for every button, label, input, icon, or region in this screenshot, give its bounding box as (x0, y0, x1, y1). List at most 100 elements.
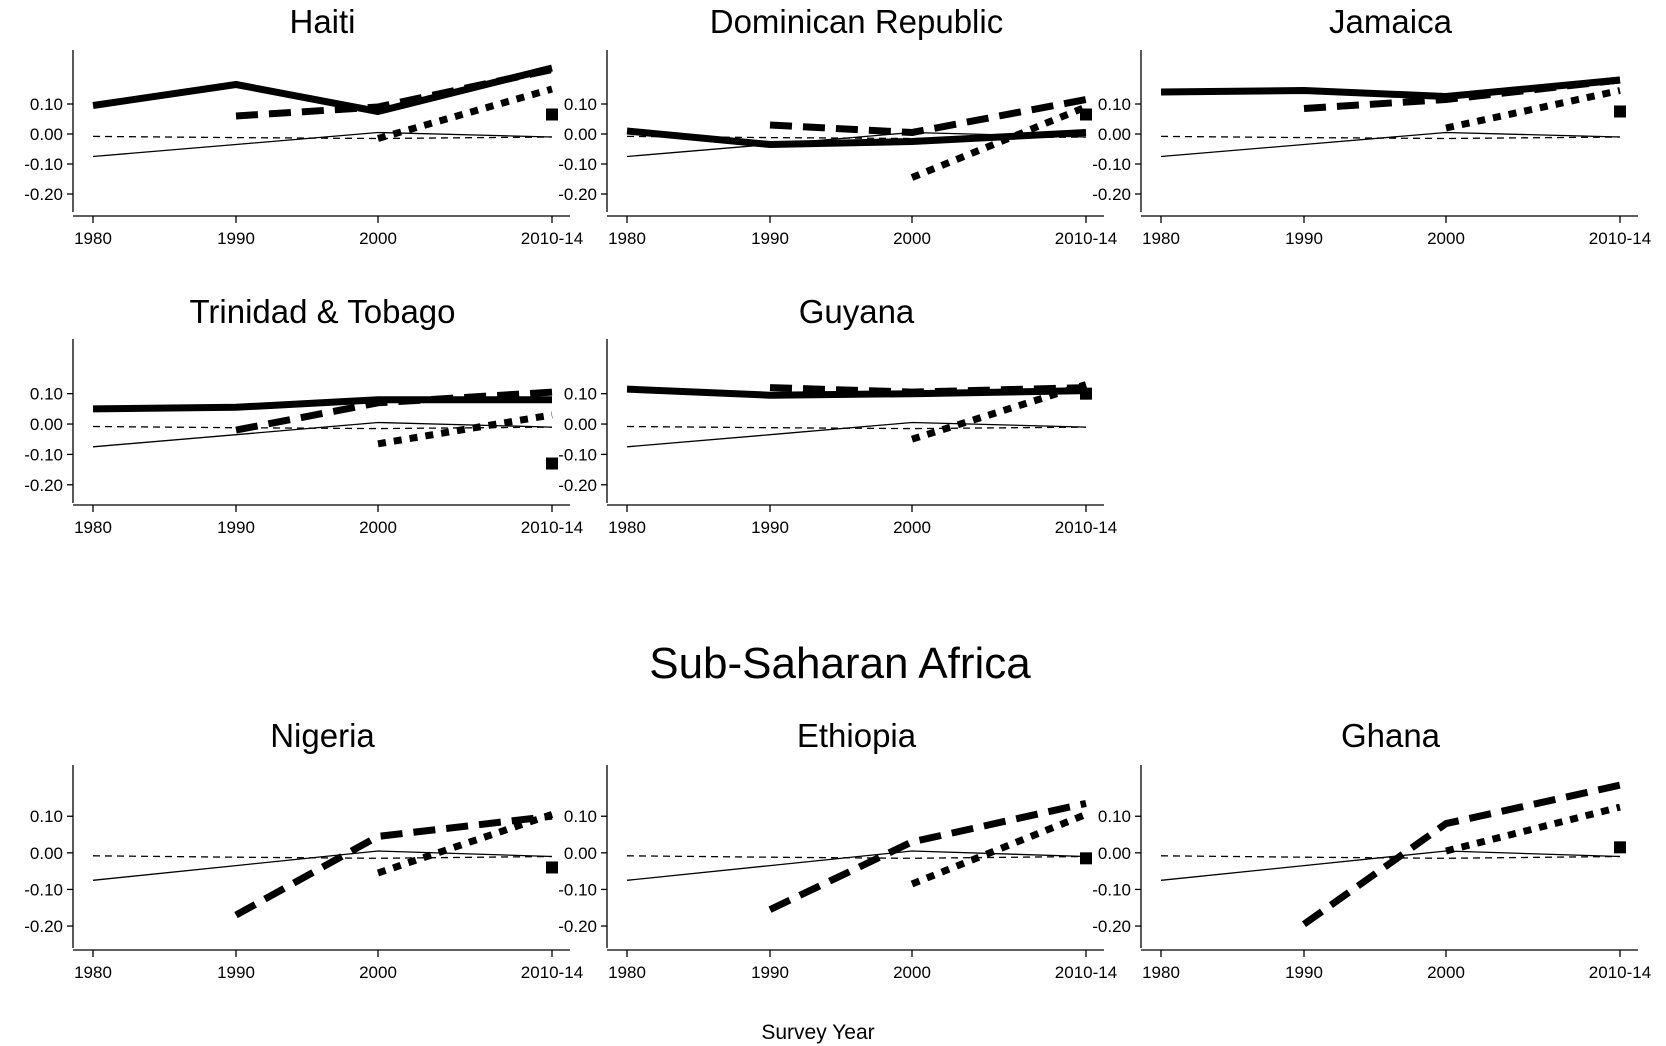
x-tick-label: 1990 (751, 963, 789, 982)
x-tick-label: 1990 (751, 518, 789, 537)
panel-dominican-republic: Dominican Republic 0.10 0.00 -0.10 -0.20 1980… (558, 3, 1117, 248)
y-tick-label: 0.00 (1098, 125, 1131, 144)
x-tick-label: 2010-14 (521, 518, 583, 537)
y-tick-label: 0.00 (564, 415, 597, 434)
series-line-thin-dashed (92, 425, 553, 430)
series-line-thick-dashed (235, 66, 553, 120)
series-line-thick-dashed (768, 799, 1087, 913)
series-line-thick-solid (1160, 76, 1621, 100)
x-tick-label: 2000 (359, 963, 397, 982)
series-line-thin-dashed (92, 135, 553, 140)
panel-title: Ethiopia (797, 717, 917, 754)
y-tick-label: -0.20 (1092, 917, 1131, 936)
panel-jamaica: Jamaica 0.10 0.00 -0.10 -0.20 1980 1990 2000 201… (1092, 3, 1651, 248)
series-line-thin-solid (92, 131, 553, 158)
x-tick-label: 1980 (608, 518, 646, 537)
y-tick-label: -0.20 (558, 476, 597, 495)
series-line-thin-solid (1160, 850, 1621, 881)
x-tick-label: 2010-14 (521, 963, 583, 982)
series-line-thin-solid (1160, 131, 1621, 158)
y-tick-label: -0.10 (558, 155, 597, 174)
series-line-thin-dashed (626, 425, 1087, 430)
series-line-thick-solid (626, 127, 1087, 148)
y-tick-label: -0.10 (24, 155, 63, 174)
y-tick-label: -0.10 (24, 880, 63, 899)
x-tick-label: 2000 (1427, 229, 1465, 248)
panel-title: Trinidad & Tobago (189, 293, 455, 330)
x-tick-label: 1980 (74, 963, 112, 982)
series-line-thin-dashed (1160, 855, 1621, 859)
square-marker (546, 861, 558, 874)
y-tick-label: 0.10 (1098, 95, 1131, 114)
x-tick-label: 1990 (751, 229, 789, 248)
x-tick-label: 1990 (1285, 963, 1323, 982)
x-tick-label: 1980 (74, 518, 112, 537)
panel-title: Dominican Republic (710, 3, 1003, 40)
x-tick-label: 2000 (893, 518, 931, 537)
x-tick-label: 2000 (893, 963, 931, 982)
series-line-thick-dashed (769, 96, 1087, 136)
series-line-thick-dashed (769, 384, 1087, 396)
x-tick-label: 1980 (1142, 229, 1180, 248)
panel-ethiopia: Ethiopia 0.10 0.00 -0.10 -0.20 1980 1990 2000 20… (558, 717, 1117, 982)
x-tick-label: 1990 (217, 963, 255, 982)
series-line-thick-solid (626, 385, 1087, 399)
series-line-thick-dashed (1301, 781, 1621, 928)
series-line-thick-dotted (377, 85, 553, 142)
y-tick-label: -0.20 (24, 185, 63, 204)
y-tick-label: -0.20 (24, 476, 63, 495)
y-tick-label: 0.00 (30, 844, 63, 863)
square-marker (546, 108, 558, 121)
y-tick-label: -0.10 (558, 445, 597, 464)
y-tick-label: -0.20 (24, 917, 63, 936)
y-tick-label: 0.00 (1098, 844, 1131, 863)
x-tick-label: 2000 (1427, 963, 1465, 982)
panel-haiti: Haiti 0.10 0.00 -0.10 -0.20 1980 1990 2000 2010-… (24, 3, 583, 248)
series-line-thick-dotted (1445, 87, 1621, 132)
panel-title: Jamaica (1329, 3, 1453, 40)
y-tick-label: 0.10 (1098, 807, 1131, 826)
y-tick-label: 0.10 (564, 385, 597, 404)
x-tick-label: 2010-14 (1589, 229, 1651, 248)
y-tick-label: 0.10 (30, 95, 63, 114)
square-marker (1080, 852, 1092, 865)
y-tick-label: 0.00 (564, 125, 597, 144)
x-tick-label: 2000 (893, 229, 931, 248)
series-line-thin-dashed (626, 855, 1087, 859)
series-line-thick-solid (92, 64, 553, 115)
x-tick-label: 1980 (74, 229, 112, 248)
series-line-thin-dashed (92, 855, 553, 859)
x-tick-label: 2000 (359, 229, 397, 248)
y-tick-label: 0.00 (564, 844, 597, 863)
series-line-thin-solid (626, 850, 1087, 881)
y-tick-label: 0.10 (564, 807, 597, 826)
x-axis-title: Survey Year (761, 1021, 874, 1044)
y-tick-label: 0.00 (30, 125, 63, 144)
square-marker (1614, 105, 1626, 118)
panel-ghana: Ghana 0.10 0.00 -0.10 -0.20 1980 1990 2000 2010-… (1092, 717, 1651, 982)
square-marker (1614, 841, 1626, 854)
series-line-thick-dotted (1445, 803, 1621, 855)
x-tick-label: 2010-14 (1055, 229, 1117, 248)
series-line-thin-dashed (1160, 135, 1621, 140)
y-tick-label: 0.10 (30, 385, 63, 404)
y-tick-label: -0.10 (24, 445, 63, 464)
x-tick-label: 1990 (217, 229, 255, 248)
panel-title: Guyana (799, 293, 915, 330)
x-tick-label: 2010-14 (1055, 963, 1117, 982)
y-tick-label: -0.10 (1092, 155, 1131, 174)
y-tick-label: -0.20 (1092, 185, 1131, 204)
series-line-thick-solid (92, 396, 552, 413)
square-marker (546, 457, 558, 470)
y-tick-label: -0.10 (558, 880, 597, 899)
square-marker (1080, 108, 1092, 121)
y-tick-label: -0.20 (558, 185, 597, 204)
panel-title: Ghana (1341, 717, 1441, 754)
series-line-thin-solid (92, 421, 553, 448)
panel-trinidad-and-tobago: Trinidad & Tobago 0.10 0.00 -0.10 -0.20 1980 1… (24, 293, 583, 537)
y-tick-label: -0.10 (1092, 880, 1131, 899)
square-marker (1080, 387, 1092, 400)
y-tick-label: 0.10 (30, 807, 63, 826)
y-tick-label: 0.10 (564, 95, 597, 114)
